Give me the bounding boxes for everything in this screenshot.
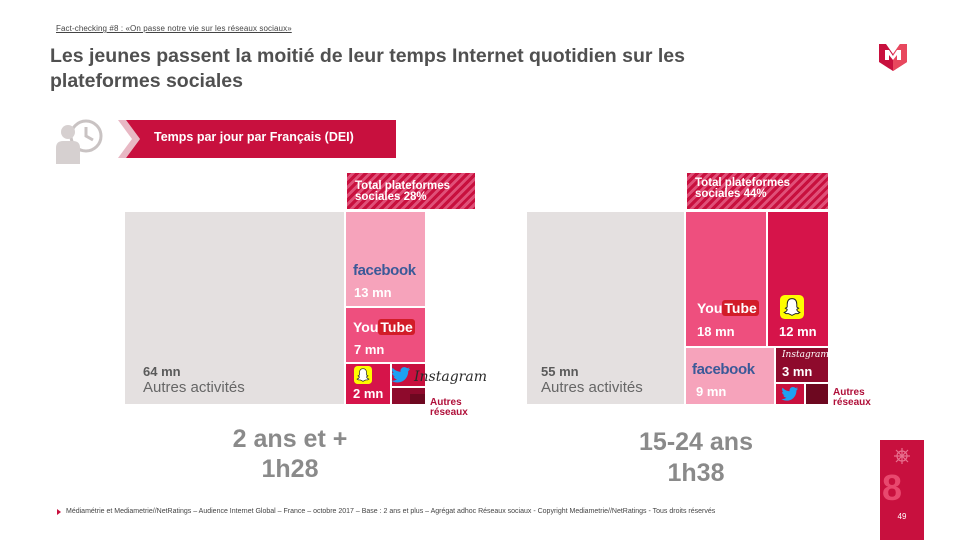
youtube-logo-1: You Tube: [353, 318, 415, 337]
section-sidebar: 8: [880, 440, 924, 540]
total-social-label-1a: Total plateformes: [355, 180, 450, 192]
instagram-logo-1: Instagram: [414, 369, 487, 385]
person-clock-icon: [56, 119, 103, 164]
group-label-2: 15-24 ans: [639, 428, 753, 456]
total-social-label-1b: sociales 28%: [355, 191, 427, 203]
twitter-icon-1: [391, 367, 410, 383]
youtube-logo-tube-2: Tube: [722, 300, 759, 316]
tile-autres-activites-2: [527, 212, 684, 404]
instagram-logo-2: Instagram: [782, 350, 829, 360]
section-number: 8: [882, 467, 902, 508]
autres-reseaux-label-2a: Autres: [833, 387, 865, 398]
tile-snapchat-2: [768, 212, 828, 346]
footer-source: Médiamétrie et Mediametrie//NetRatings –…: [66, 508, 716, 515]
total-social-banner-2: [687, 173, 828, 209]
youtube-logo-you-2: You: [697, 300, 723, 316]
page-number: 49: [897, 512, 907, 521]
value-snapchat-1: 2 mn: [353, 386, 384, 401]
value-facebook-1: 13 mn: [354, 285, 392, 300]
group-label-1: 2 ans et +: [232, 425, 348, 453]
total-social-banner-1: [347, 173, 475, 209]
twitter-icon-2: [781, 386, 798, 401]
tile-autres-activites-1: [125, 212, 344, 404]
value-instagram-2: 3 mn: [782, 364, 813, 379]
total-social-label-2a: Total plateformes: [695, 177, 790, 189]
kicker: Fact-checking #8 : «On passe notre vie s…: [56, 24, 292, 33]
value-youtube-2: 18 mn: [697, 324, 735, 339]
tile-autres-reseaux-1: [410, 394, 425, 404]
label-autres-activites-1: Autres activités: [143, 379, 245, 396]
facebook-logo-2: facebook: [692, 361, 755, 378]
tile-autres-reseaux-2: [806, 384, 828, 404]
page-title: Les jeunes passent la moitié de leur tem…: [50, 45, 685, 92]
youtube-logo-tube-1: Tube: [378, 319, 415, 335]
mediametrie-m-logo-icon: [879, 44, 907, 71]
footer-bullet-icon: [57, 509, 61, 515]
tile-youtube-2: [686, 212, 766, 346]
total-time-1: 1h28: [261, 455, 319, 483]
total-social-label-2b: sociales 44%: [695, 188, 767, 200]
autres-reseaux-label-1b: réseaux: [430, 407, 468, 418]
tile-facebook-2: [686, 348, 774, 404]
value-snapchat-2: 12 mn: [779, 324, 817, 339]
youtube-logo-2: You Tube: [697, 299, 759, 318]
snapchat-icon-2: [780, 295, 804, 319]
youtube-logo-you-1: You: [353, 319, 379, 335]
ribbon-banner: [118, 120, 396, 158]
snapchat-icon-1: [354, 366, 372, 384]
label-autres-activites-2: Autres activités: [541, 379, 643, 396]
tile-youtube-1: [346, 308, 425, 362]
ribbon-label: Temps par jour par Français (DEI): [154, 130, 354, 144]
total-time-2: 1h38: [667, 459, 725, 487]
value-autres-1: 64 mn: [143, 364, 181, 379]
value-autres-2: 55 mn: [541, 364, 579, 379]
autres-reseaux-label-2b: réseaux: [833, 397, 871, 408]
tile-facebook-1: [346, 212, 425, 306]
autres-reseaux-label-1a: Autres: [430, 397, 462, 408]
value-facebook-2: 9 mn: [696, 384, 727, 399]
facebook-logo-1: facebook: [353, 262, 416, 279]
value-youtube-1: 7 mn: [354, 342, 385, 357]
tile-instagram-2: [776, 348, 828, 382]
